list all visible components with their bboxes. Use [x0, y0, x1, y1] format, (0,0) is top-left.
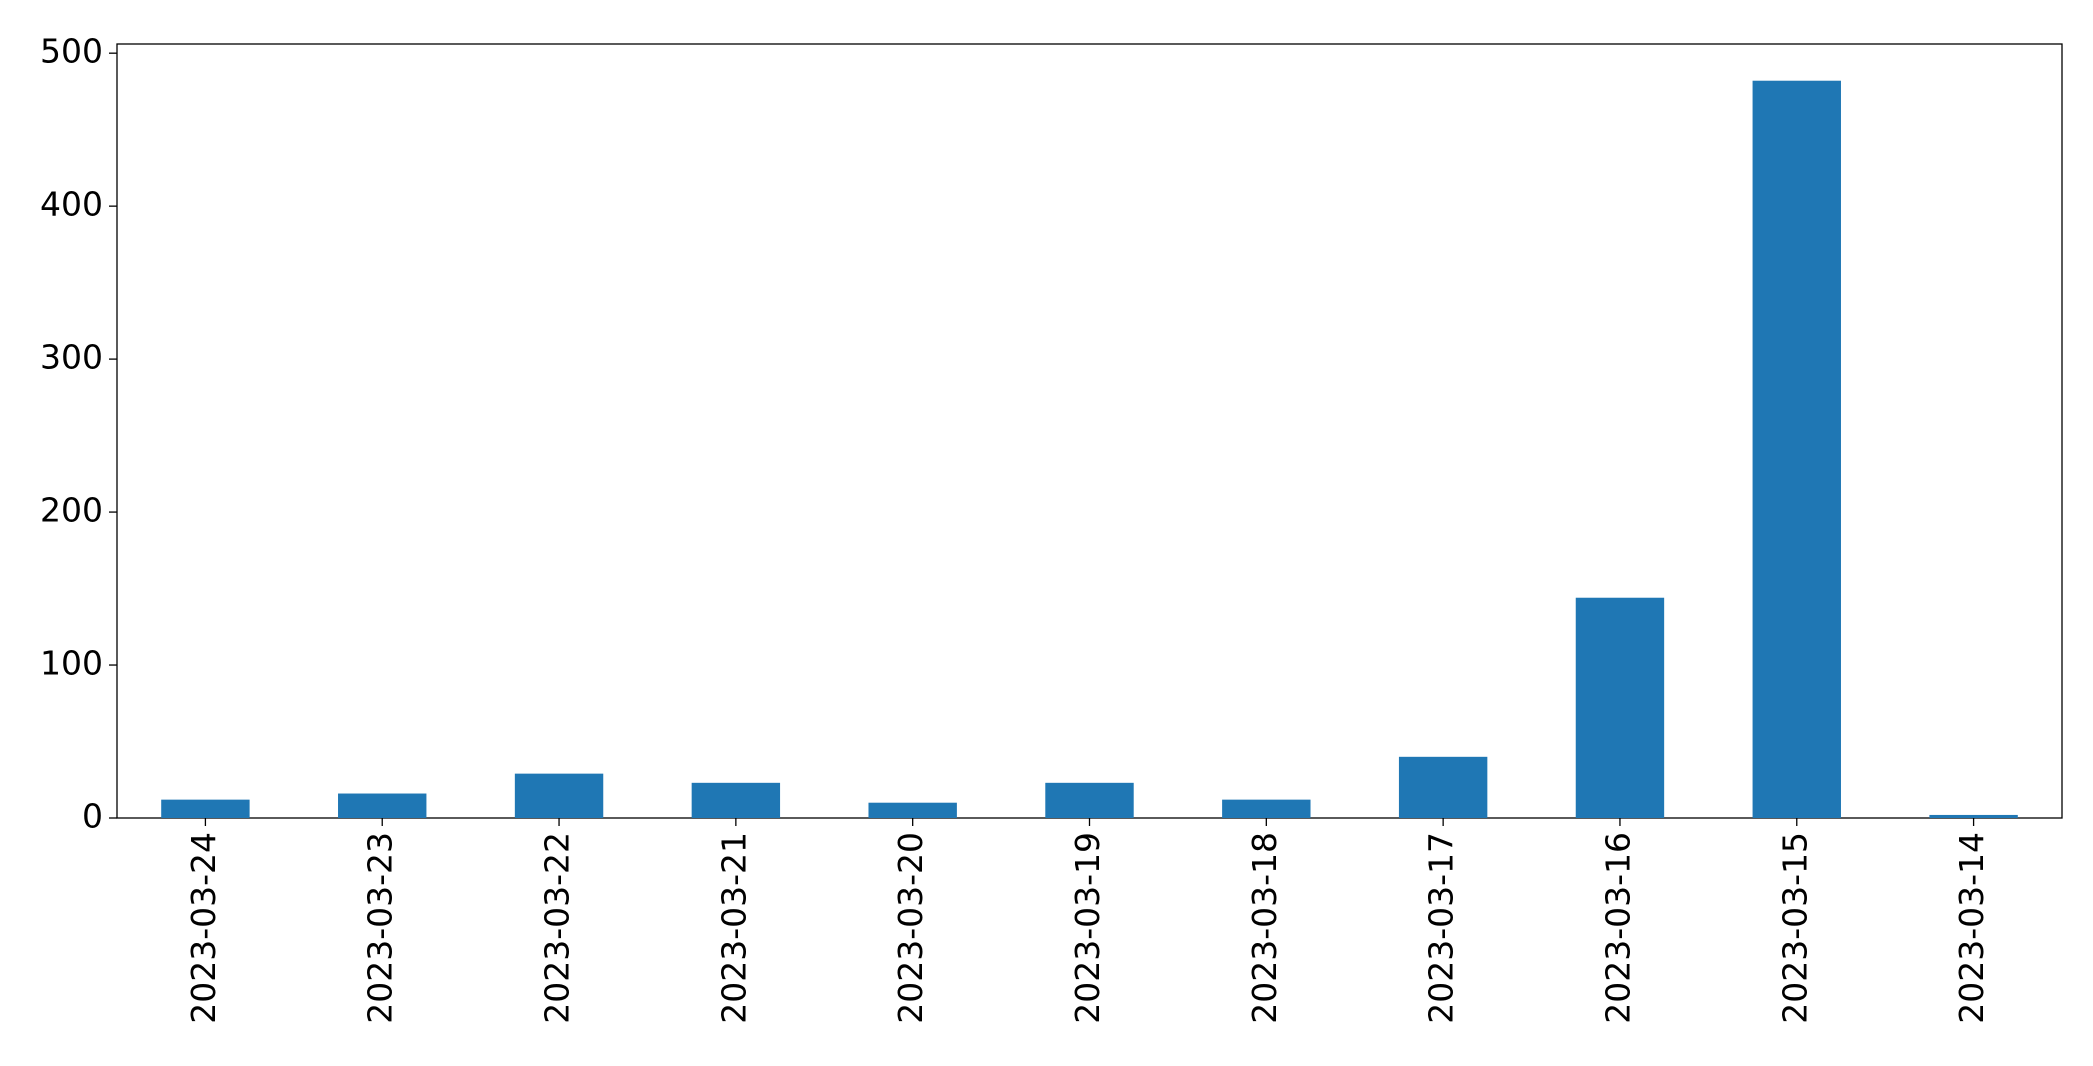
bar: [1929, 814, 2018, 818]
x-tick-label: 2023-03-18: [1245, 832, 1284, 1024]
y-tick-label: 0: [82, 797, 103, 836]
bar: [1575, 597, 1665, 818]
bar: [1398, 756, 1488, 818]
x-tick-label: 2023-03-21: [714, 832, 753, 1024]
y-tick-label: 300: [40, 338, 103, 377]
bar: [1752, 80, 1841, 818]
y-tick-label: 500: [40, 32, 103, 71]
bar: [1045, 782, 1134, 818]
bar: [691, 782, 781, 818]
x-tick-label: 2023-03-15: [1775, 832, 1814, 1024]
x-tick-label: 2023-03-14: [1952, 832, 1991, 1024]
bar: [161, 799, 250, 818]
bar: [868, 802, 957, 818]
bar: [338, 793, 427, 818]
y-tick-label: 100: [40, 644, 103, 683]
x-tick-label: 2023-03-17: [1422, 832, 1461, 1024]
x-tick-label: 2023-03-20: [891, 832, 930, 1024]
bar: [1222, 799, 1311, 818]
x-tick-label: 2023-03-16: [1598, 832, 1637, 1024]
y-tick-label: 200: [40, 491, 103, 530]
y-tick-label: 400: [40, 185, 103, 224]
x-tick-label: 2023-03-23: [361, 832, 400, 1024]
x-tick-label: 2023-03-22: [538, 832, 577, 1024]
bar: [514, 773, 604, 818]
x-tick-label: 2023-03-19: [1068, 832, 1107, 1024]
x-tick-label: 2023-03-24: [184, 832, 223, 1024]
